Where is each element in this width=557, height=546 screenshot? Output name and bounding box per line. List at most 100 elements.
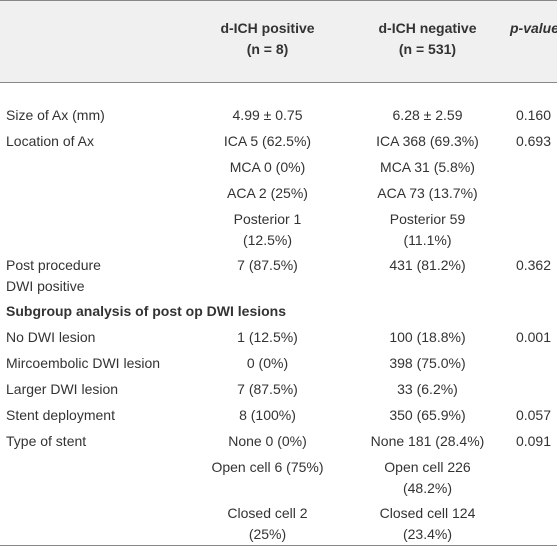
cell-text: 0 (0%) — [246, 354, 289, 371]
table-row: Stent deployment 8 (100%) 350 (65.9%) 0.057 — [0, 402, 557, 428]
table-cell: 7 (87.5%) — [190, 252, 345, 298]
cell-line: Open cell 226 — [384, 458, 471, 475]
table-cell: Size of Ax (mm) — [0, 83, 190, 128]
cell-text: Location of Ax — [6, 132, 94, 149]
cell-text: 350 (65.9%) — [389, 406, 466, 423]
table-cell: 350 (65.9%) — [345, 402, 510, 428]
cell-text: 0.362 — [515, 256, 552, 273]
table-cell: 100 (18.8%) — [345, 324, 510, 350]
table-row: Type of stent None 0 (0%) None 181 (28.4%)… — [0, 428, 557, 454]
table-cell: 0.693 — [510, 128, 557, 154]
cell-line: DWI positive — [6, 277, 85, 294]
table-cell — [510, 376, 557, 402]
table-cell: MCA 31 (5.8%) — [345, 154, 510, 180]
table-row: Larger DWI lesion 7 (87.5%) 33 (6.2%) — [0, 376, 557, 402]
cell-line: (48.2%) — [402, 479, 453, 496]
cell-line: d-ICH negative — [378, 20, 477, 36]
cell-text: ACA 2 (25%) — [227, 184, 308, 201]
table-cell — [510, 500, 557, 546]
table-row: Location of Ax ICA 5 (62.5%) ICA 368 (69.3… — [0, 128, 557, 154]
cell-line: Posterior 1 — [233, 210, 302, 227]
table-cell: 0.160 — [510, 83, 557, 128]
cell-text: Open cell 6 (75%) — [211, 458, 324, 475]
table-row: Open cell 6 (75%) Open cell 226 (48.2%) — [0, 454, 557, 500]
cell-text: 8 (100%) — [239, 406, 296, 423]
table-cell: 0.362 — [510, 252, 557, 298]
cell-text: p-value — [510, 20, 557, 36]
cell-text: 33 (6.2%) — [397, 380, 458, 397]
table-cell: Open cell 226 (48.2%) — [345, 454, 510, 500]
cell-text: 0.057 — [515, 406, 552, 423]
cell-text: Subgroup analysis of post op DWI lesions — [6, 302, 287, 319]
table-cell: None 181 (28.4%) — [345, 428, 510, 454]
cell-text: 431 (81.2%) — [389, 256, 466, 273]
cell-text: 100 (18.8%) — [389, 328, 466, 345]
cell-text: 0.693 — [515, 132, 552, 149]
table-cell: 0.001 — [510, 324, 557, 350]
cell-text: No DWI lesion — [6, 328, 96, 345]
cell-text: 6.28 ± 2.59 — [392, 107, 463, 123]
cell-text: 0.001 — [515, 328, 552, 345]
section-row: Subgroup analysis of post op DWI lesions — [0, 298, 557, 324]
cell-line: (25%) — [248, 525, 287, 542]
table-cell: 0 (0%) — [190, 350, 345, 376]
cell-text: 0.160 — [515, 107, 552, 123]
table-cell: Mircoembolic DWI lesion — [0, 350, 190, 376]
table-cell — [510, 350, 557, 376]
header-cell: d-ICH positive (n = 8) — [190, 1, 345, 83]
table-cell — [510, 180, 557, 206]
cell-line: Closed cell 2 — [227, 504, 308, 521]
cell-text: 398 (75.0%) — [389, 354, 466, 371]
cell-text: Stent deployment — [6, 406, 115, 423]
table-row: Size of Ax (mm) 4.99 ± 0.75 6.28 ± 2.59 0.1… — [0, 83, 557, 128]
table-cell — [0, 206, 190, 252]
cell-text: ICA 368 (69.3%) — [376, 132, 479, 149]
cell-text: Larger DWI lesion — [6, 380, 119, 397]
cell-text: ICA 5 (62.5%) — [223, 132, 312, 149]
table-cell: Stent deployment — [0, 402, 190, 428]
table-cell: Posterior 59 (11.1%) — [345, 206, 510, 252]
cell-text: 0.091 — [515, 432, 552, 449]
cell-line: Posterior 59 — [389, 210, 466, 227]
table-cell: ACA 73 (13.7%) — [345, 180, 510, 206]
cell-line: (23.4%) — [402, 525, 453, 542]
cell-text: 7 (87.5%) — [237, 256, 298, 273]
header-cell — [0, 1, 190, 83]
table-cell: Larger DWI lesion — [0, 376, 190, 402]
table-cell: 7 (87.5%) — [190, 376, 345, 402]
table-cell: Open cell 6 (75%) — [190, 454, 345, 500]
table-cell: None 0 (0%) — [190, 428, 345, 454]
cell-line: (12.5%) — [242, 231, 293, 248]
table-cell: 0.091 — [510, 428, 557, 454]
cell-text: None 0 (0%) — [228, 432, 307, 449]
table-cell: No DWI lesion — [0, 324, 190, 350]
table-cell: ICA 5 (62.5%) — [190, 128, 345, 154]
cell-text: None 181 (28.4%) — [370, 432, 485, 449]
header-cell: d-ICH negative (n = 531) — [345, 1, 510, 83]
cell-text: MCA 31 (5.8%) — [380, 158, 475, 175]
table-cell — [510, 206, 557, 252]
table-cell: Closed cell 124 (23.4%) — [345, 500, 510, 546]
table-cell — [0, 180, 190, 206]
table-cell: 4.99 ± 0.75 — [190, 83, 345, 128]
table-cell: Post procedure DWI positive — [0, 252, 190, 298]
table-cell: 0.057 — [510, 402, 557, 428]
cell-text: Size of Ax (mm) — [6, 107, 105, 123]
header-cell: p-value — [510, 1, 557, 83]
table-row: Closed cell 2 (25%) Closed cell 124 (23.4%) — [0, 500, 557, 546]
table-cell — [510, 454, 557, 500]
table-body: Size of Ax (mm) 4.99 ± 0.75 6.28 ± 2.59 0.1… — [0, 83, 557, 546]
cell-text: 1 (12.5%) — [237, 328, 298, 345]
table-cell: 8 (100%) — [190, 402, 345, 428]
table-cell: 6.28 ± 2.59 — [345, 83, 510, 128]
table-cell — [0, 154, 190, 180]
cell-text: Mircoembolic DWI lesion — [6, 354, 161, 371]
header-row: d-ICH positive (n = 8) d-ICH negative (n = … — [0, 0, 557, 83]
cell-line: Post procedure — [6, 256, 101, 273]
table-cell — [510, 154, 557, 180]
cell-text: Type of stent — [6, 432, 87, 449]
cell-line: (n = 531) — [398, 41, 457, 57]
table-cell: ACA 2 (25%) — [190, 180, 345, 206]
